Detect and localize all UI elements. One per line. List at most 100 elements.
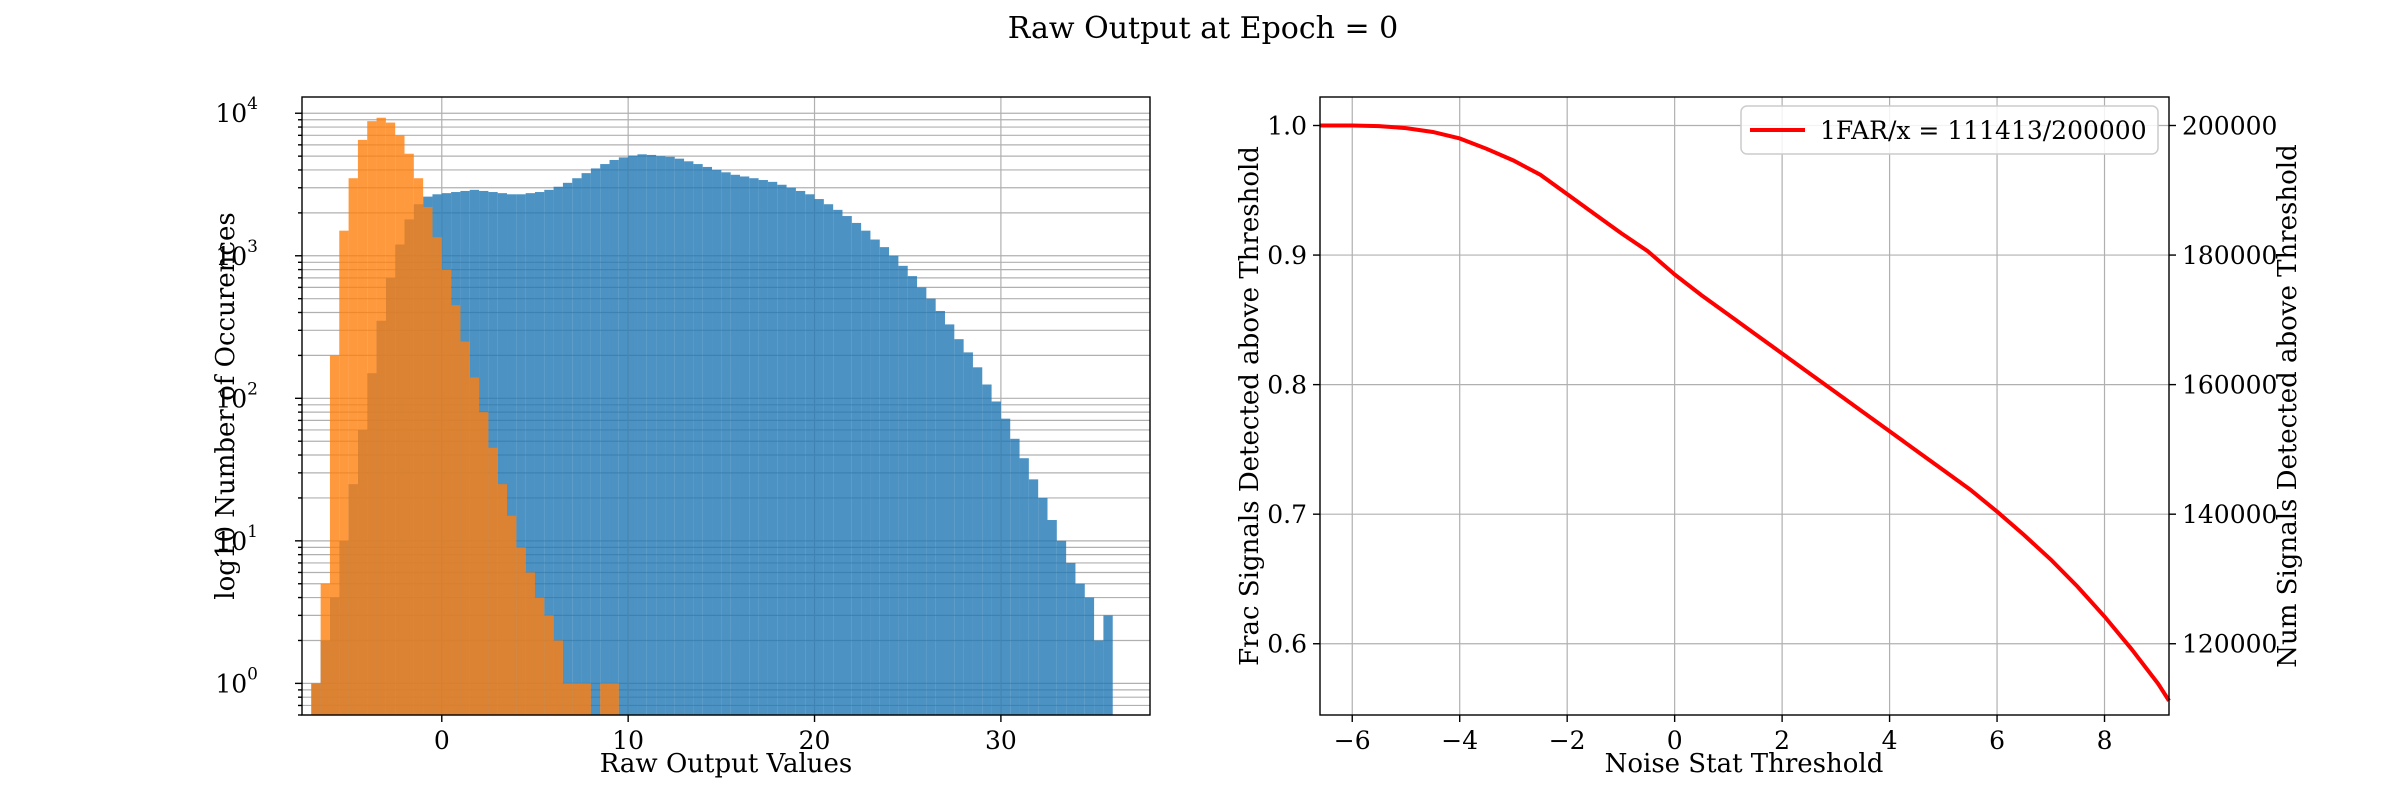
histogram-bar xyxy=(1010,438,1020,715)
histogram-bar xyxy=(562,182,573,715)
histogram-bar xyxy=(777,184,787,716)
figure-title: Raw Output at Epoch = 0 xyxy=(1008,11,1399,46)
histogram-bar xyxy=(814,199,824,716)
detection-curve-left-y-axis-label: Frac Signals Detected above Threshold xyxy=(1235,146,1265,666)
detection-curve-x-tick-label: −2 xyxy=(1549,726,1586,755)
histogram-bar xyxy=(572,178,582,715)
detection-curve-x-tick-label: −4 xyxy=(1441,726,1478,755)
detection-curve-right-y-tick-label: 180000 xyxy=(2182,241,2277,270)
histogram-bar xyxy=(1084,597,1095,715)
detection-curve-x-tick-label: 8 xyxy=(2097,726,2113,755)
histogram-bar xyxy=(730,174,740,716)
histogram-bar xyxy=(898,265,908,715)
histogram-bar xyxy=(944,324,955,715)
histogram-y-tick-label: 101 xyxy=(215,522,258,556)
histogram-bar xyxy=(693,164,703,715)
detection-curve-left-y-tick-label: 0.8 xyxy=(1267,371,1307,400)
detection-curve-axes-frame xyxy=(1319,96,2170,716)
histogram-bar xyxy=(786,187,796,716)
histogram-axes-frame xyxy=(301,96,1151,716)
histogram-x-axis-label: Raw Output Values xyxy=(600,749,852,779)
histogram-bar xyxy=(842,216,852,715)
histogram-bar xyxy=(851,222,862,715)
detection-curve-x-tick-label: 2 xyxy=(1774,726,1790,755)
histogram-bar xyxy=(1056,540,1067,715)
histogram-bar xyxy=(432,237,442,715)
histogram-bar xyxy=(395,135,405,716)
detection-curve-x-tick-label: −6 xyxy=(1334,726,1371,755)
histogram-bar xyxy=(656,156,666,716)
histogram-bar xyxy=(320,583,330,715)
detection-curve-x-tick-label: 4 xyxy=(1882,726,1898,755)
detection-curve-left-y-tick-label: 1.0 xyxy=(1267,112,1307,141)
histogram-bar xyxy=(581,683,591,715)
histogram-y-tick-label: 100 xyxy=(215,664,258,698)
detection-curve-x-tick-label: 6 xyxy=(1989,726,2005,755)
histogram-y-tick-label: 102 xyxy=(215,379,258,413)
histogram-ticks: 0 10 20 30 100 101 102 103 104 xyxy=(215,94,1016,755)
histogram-bar xyxy=(525,193,535,716)
histogram-bar xyxy=(423,206,433,715)
histogram-bar xyxy=(749,178,759,715)
detection-curve-x-tick-label: 0 xyxy=(1667,726,1683,755)
detection-curve-x-axis-label: Noise Stat Threshold xyxy=(1605,749,1884,779)
histogram-bar xyxy=(1028,479,1039,715)
histogram-bar xyxy=(609,683,619,715)
histogram-bar xyxy=(1019,458,1029,715)
histogram-x-tick-label: 20 xyxy=(799,726,831,755)
histogram-bar xyxy=(674,158,685,715)
histogram-bar xyxy=(991,401,1001,715)
histogram-bar xyxy=(795,190,806,715)
histogram-bar xyxy=(1103,615,1113,715)
histogram-x-tick-label: 30 xyxy=(985,726,1017,755)
detection-curve-chart: −6 −4 −2 0 2 4 6 8 0.6 0.7 0.8 0.9 1.0 120000 140000 16… xyxy=(1235,96,2303,779)
histogram-bar xyxy=(879,247,890,715)
histogram-bar xyxy=(451,305,461,715)
histogram-bar xyxy=(982,384,992,715)
histogram-bar xyxy=(917,287,927,715)
histogram-bar xyxy=(497,484,508,715)
detection-curve-ticks: −6 −4 −2 0 2 4 6 8 0.6 0.7 0.8 0.9 1.0 120000 140000 16… xyxy=(1267,112,2277,755)
histogram-bar xyxy=(479,412,489,715)
detection-curve-right-y-tick-label: 160000 xyxy=(2182,371,2277,400)
histogram-y-tick-label: 104 xyxy=(215,94,258,128)
histogram-y-tick-label: 103 xyxy=(215,237,258,271)
detection-curve-right-y-axis-label: Num Signals Detected above Threshold xyxy=(2273,144,2303,667)
histogram-bar xyxy=(404,153,414,715)
histogram-bar xyxy=(702,166,713,715)
histogram-bar xyxy=(469,377,480,715)
histogram-bar xyxy=(367,121,377,715)
histogram-bar xyxy=(954,339,964,715)
histogram-bar xyxy=(1047,520,1057,715)
detection-curve-left-y-tick-label: 0.9 xyxy=(1267,241,1307,270)
histogram-bar xyxy=(507,515,517,715)
detection-curve-right-y-tick-label: 140000 xyxy=(2182,500,2277,529)
histogram-bar xyxy=(972,367,983,715)
histogram-bar xyxy=(572,683,582,715)
histogram-bar xyxy=(581,173,591,715)
detection-curve-left-y-tick-label: 0.6 xyxy=(1267,630,1307,659)
histogram-bar xyxy=(460,341,470,715)
histogram-bar xyxy=(665,156,675,716)
histogram-bar xyxy=(935,310,945,715)
histogram-bar xyxy=(889,255,899,715)
histogram-bar xyxy=(534,192,545,715)
histogram-bar xyxy=(544,189,554,716)
histogram-bar xyxy=(637,154,647,716)
histogram-bar xyxy=(870,239,880,715)
detection-curve-right-y-tick-label: 120000 xyxy=(2182,630,2277,659)
histogram-bar xyxy=(311,683,321,715)
histogram-bar xyxy=(739,176,750,716)
histogram-bar xyxy=(1038,497,1048,715)
histogram-bar xyxy=(329,355,340,715)
histogram-bar xyxy=(525,572,535,715)
histogram-bar xyxy=(553,186,563,716)
histogram-bar xyxy=(684,161,694,715)
legend-entry-label: 1FAR/x = 111413/200000 xyxy=(1820,116,2147,145)
histogram-bar xyxy=(1094,640,1104,715)
histogram-bar xyxy=(712,169,722,715)
detection-curve-left-y-tick-label: 0.7 xyxy=(1267,500,1307,529)
histogram-bar xyxy=(516,547,526,715)
detection-curve-right-y-tick-label: 200000 xyxy=(2182,112,2277,141)
histogram-bar xyxy=(628,155,638,715)
